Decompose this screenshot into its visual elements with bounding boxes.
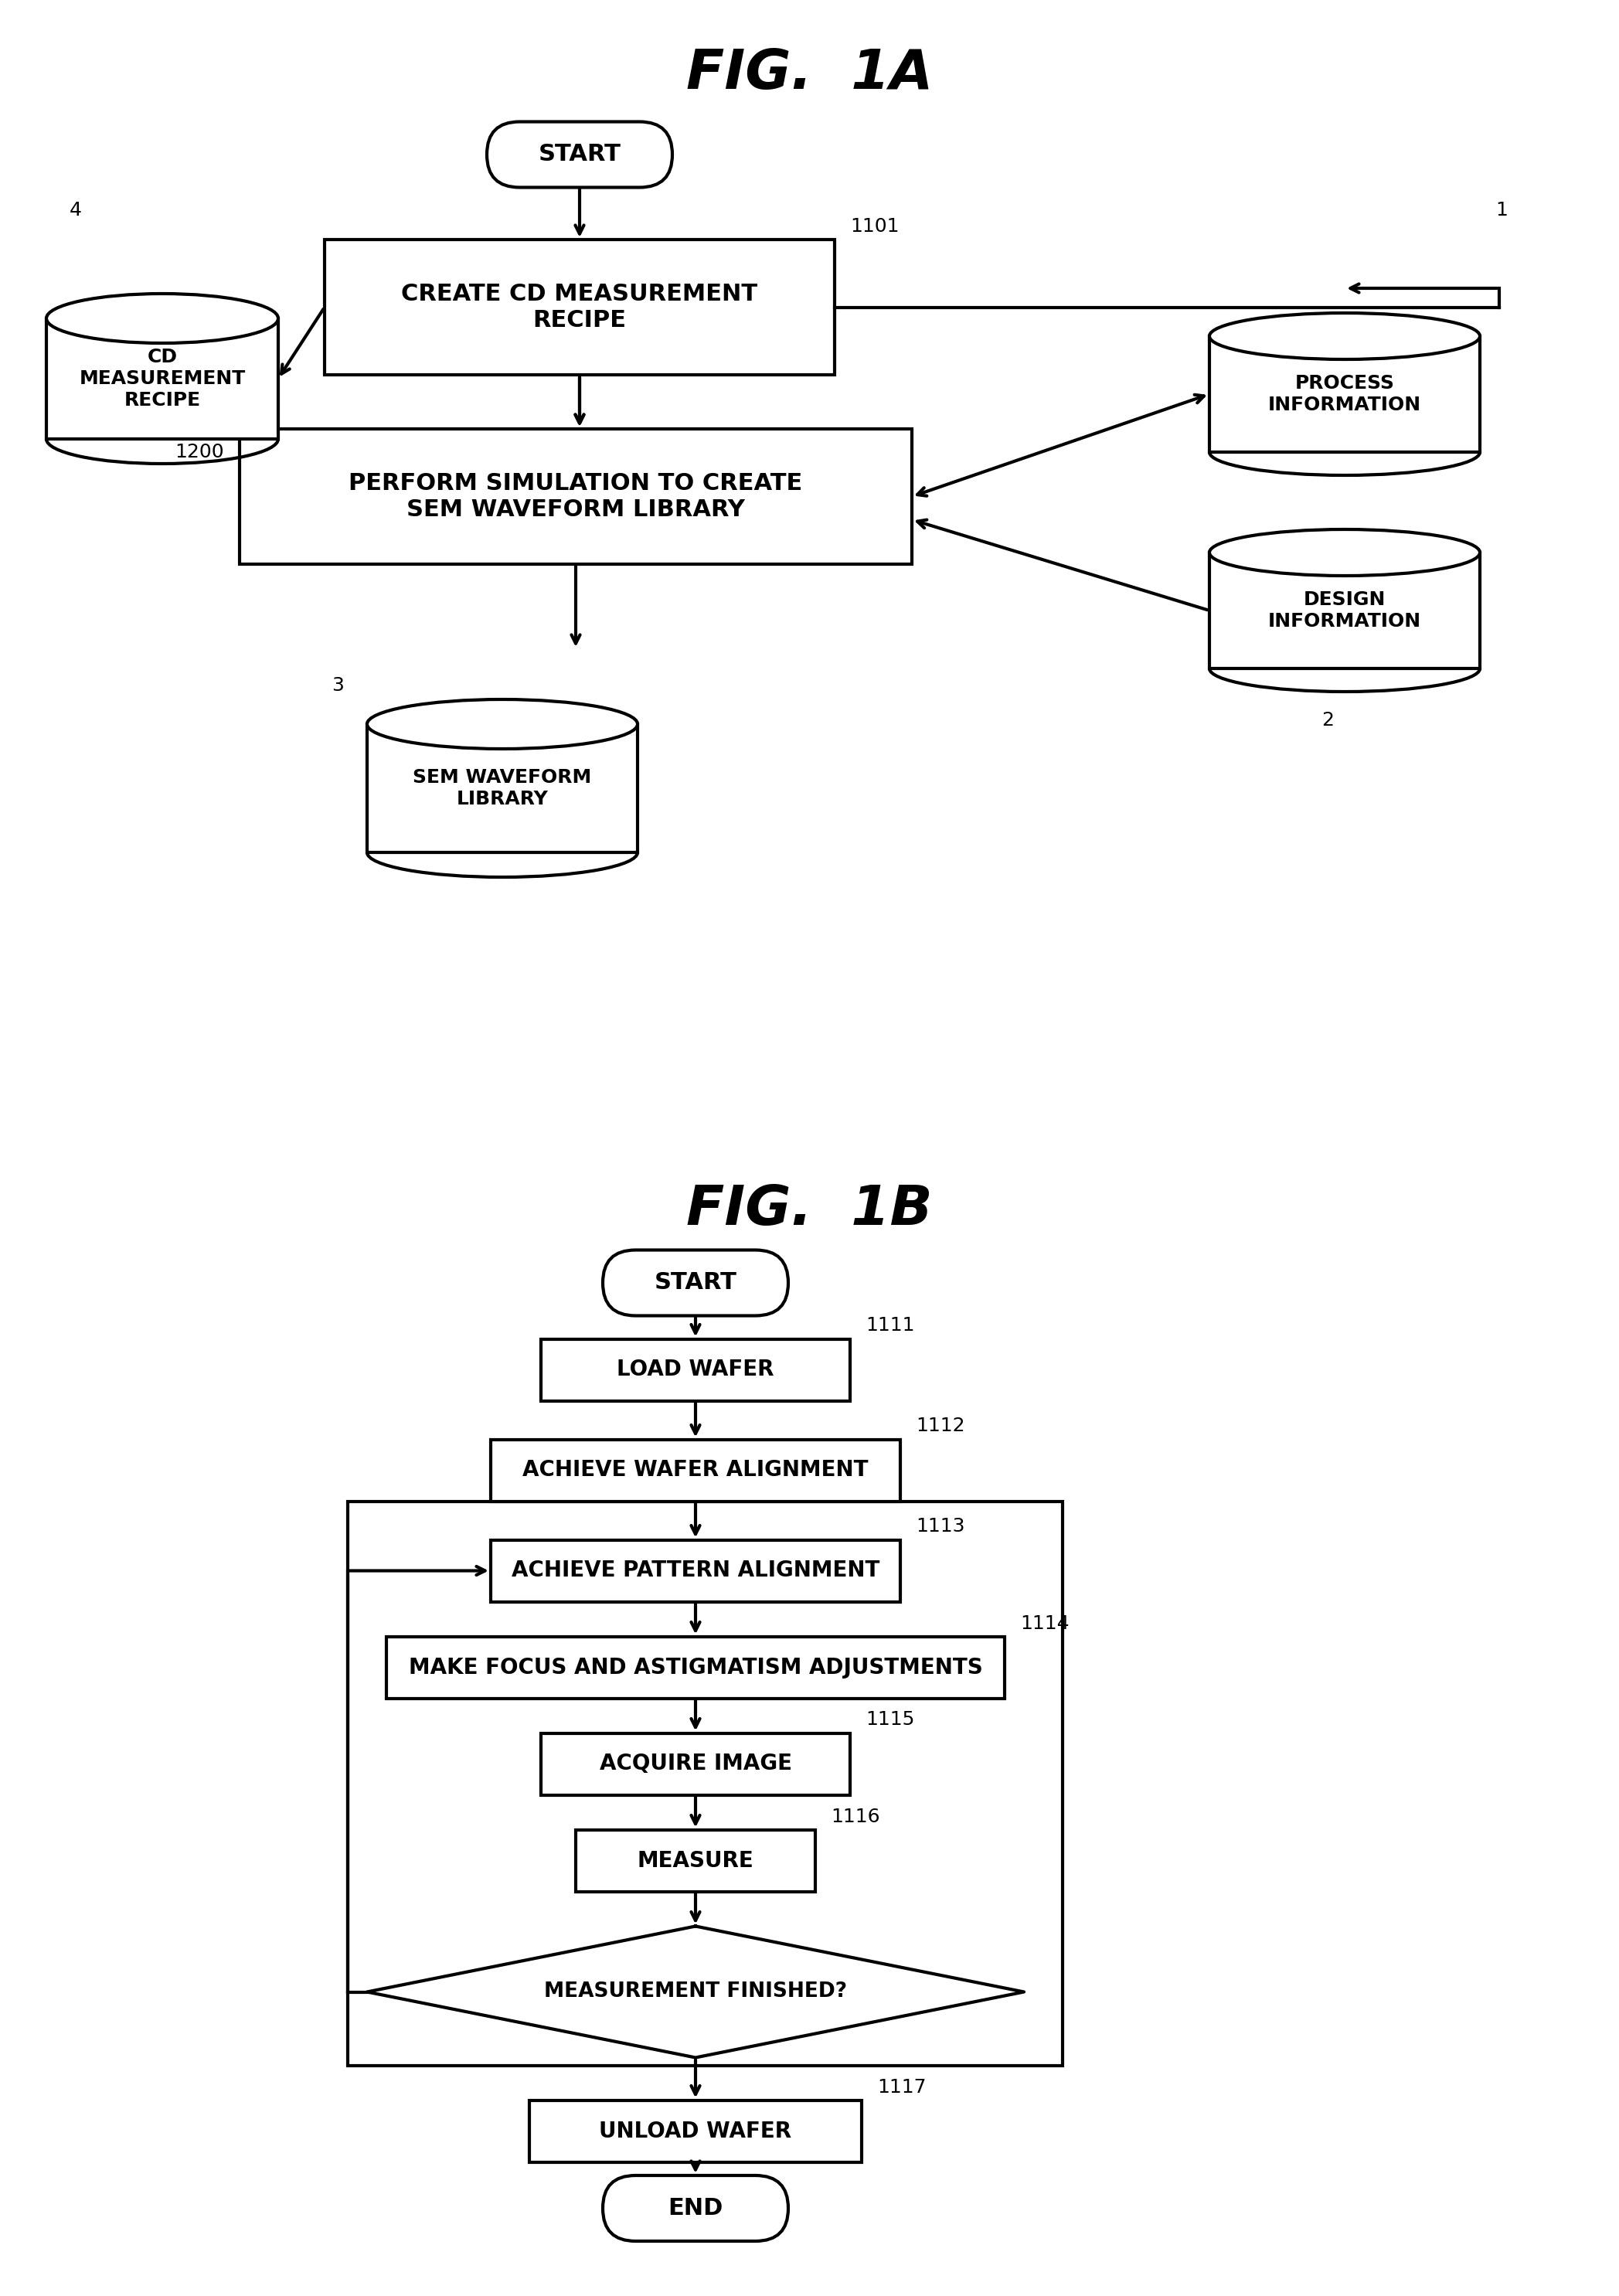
Text: PERFORM SIMULATION TO CREATE
SEM WAVEFORM LIBRARY: PERFORM SIMULATION TO CREATE SEM WAVEFOR… <box>348 473 803 521</box>
Text: 1117: 1117 <box>877 2078 926 2096</box>
Ellipse shape <box>47 294 278 342</box>
Text: 1116: 1116 <box>831 1807 879 1825</box>
Text: FIG.  1B: FIG. 1B <box>686 1182 933 1235</box>
Text: 1113: 1113 <box>916 1518 965 1536</box>
Text: UNLOAD WAFER: UNLOAD WAFER <box>599 2119 792 2142</box>
Text: LOAD WAFER: LOAD WAFER <box>617 1359 774 1380</box>
Text: 1: 1 <box>1496 202 1507 220</box>
Text: SEM WAVEFORM
LIBRARY: SEM WAVEFORM LIBRARY <box>413 769 591 808</box>
Bar <box>576 1830 816 1892</box>
Text: MAKE FOCUS AND ASTIGMATISM ADJUSTMENTS: MAKE FOCUS AND ASTIGMATISM ADJUSTMENTS <box>408 1655 983 1678</box>
Text: MEASUREMENT FINISHED?: MEASUREMENT FINISHED? <box>544 1981 847 2002</box>
Bar <box>529 2101 861 2163</box>
Text: CD
MEASUREMENT
RECIPE: CD MEASUREMENT RECIPE <box>79 349 246 409</box>
Text: ACHIEVE WAFER ALIGNMENT: ACHIEVE WAFER ALIGNMENT <box>523 1460 868 1481</box>
Text: MEASURE: MEASURE <box>638 1851 754 1871</box>
Bar <box>541 1733 850 1795</box>
Bar <box>387 1637 1005 1699</box>
Text: CREATE CD MEASUREMENT
RECIPE: CREATE CD MEASUREMENT RECIPE <box>402 282 758 331</box>
FancyBboxPatch shape <box>602 1249 788 1316</box>
Text: 1101: 1101 <box>850 218 899 236</box>
Ellipse shape <box>368 700 638 748</box>
Bar <box>368 723 638 852</box>
Text: START: START <box>654 1272 737 1295</box>
Polygon shape <box>368 1926 1023 2057</box>
Text: 3: 3 <box>332 677 343 696</box>
FancyBboxPatch shape <box>602 2174 788 2241</box>
Text: 1114: 1114 <box>1020 1614 1069 1632</box>
Text: FIG.  1A: FIG. 1A <box>686 46 933 101</box>
Text: 1115: 1115 <box>866 1711 915 1729</box>
Bar <box>324 239 835 374</box>
Bar <box>240 429 911 565</box>
Text: ACQUIRE IMAGE: ACQUIRE IMAGE <box>599 1754 792 1775</box>
Ellipse shape <box>1209 312 1480 360</box>
Bar <box>47 319 278 439</box>
Bar <box>491 1541 900 1603</box>
Text: 1200: 1200 <box>175 443 223 461</box>
Bar <box>541 1339 850 1401</box>
Text: 1112: 1112 <box>916 1417 965 1435</box>
Text: ACHIEVE PATTERN ALIGNMENT: ACHIEVE PATTERN ALIGNMENT <box>512 1559 879 1582</box>
Bar <box>1209 553 1480 668</box>
Bar <box>1209 335 1480 452</box>
Bar <box>348 1502 1062 2066</box>
Text: PROCESS
INFORMATION: PROCESS INFORMATION <box>1268 374 1421 413</box>
Text: END: END <box>669 2197 724 2220</box>
Ellipse shape <box>1209 530 1480 576</box>
Text: START: START <box>538 142 622 165</box>
Text: 1111: 1111 <box>866 1316 915 1334</box>
Text: 4: 4 <box>70 202 83 220</box>
Text: DESIGN
INFORMATION: DESIGN INFORMATION <box>1268 590 1421 631</box>
Text: 2: 2 <box>1321 712 1334 730</box>
Bar <box>491 1440 900 1502</box>
FancyBboxPatch shape <box>487 122 672 188</box>
